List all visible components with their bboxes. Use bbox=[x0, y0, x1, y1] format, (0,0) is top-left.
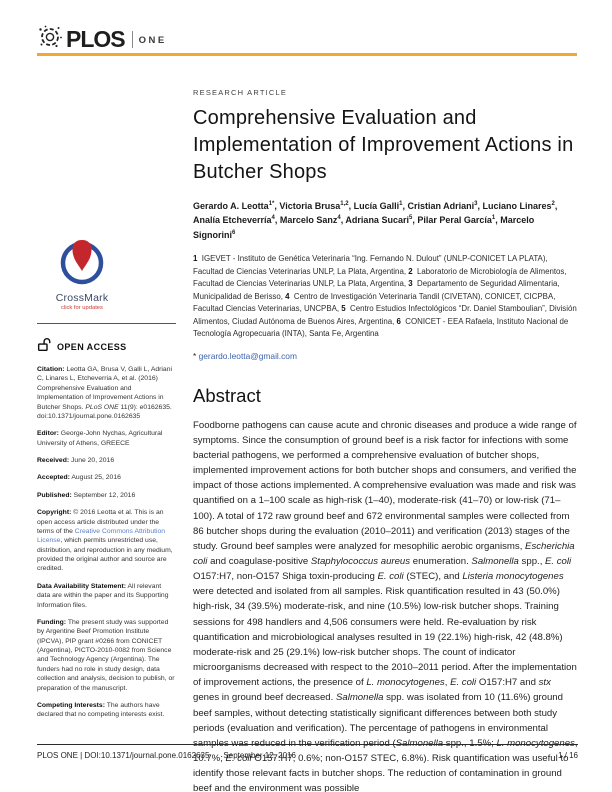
published-paragraph: Published: September 12, 2016 bbox=[37, 491, 176, 500]
abstract-body: Foodborne pathogens can cause acute and … bbox=[193, 419, 578, 792]
correspondence-email-link[interactable]: gerardo.leotta@gmail.com bbox=[198, 350, 297, 361]
abstract-heading: Abstract bbox=[193, 384, 261, 406]
journal-logo: PLOS ONE bbox=[37, 24, 167, 55]
crossmark-badge[interactable]: CrossMark click for updates bbox=[43, 236, 121, 311]
crossmark-tagline[interactable]: click for updates bbox=[61, 305, 103, 311]
header-accent-rule bbox=[37, 53, 577, 56]
open-access-row: OPEN ACCESS bbox=[37, 337, 176, 357]
copyright-paragraph: Copyright: © 2016 Leotta et al. This is … bbox=[37, 508, 176, 574]
copyright-text-after: , which permits unrestricted use, distri… bbox=[37, 537, 173, 573]
correspondence-marker: * bbox=[193, 350, 197, 361]
cc-license-link[interactable]: Creative Commons Attribution License bbox=[37, 527, 166, 545]
crossmark-icon[interactable] bbox=[55, 240, 109, 290]
footer-citation-block: PLOS ONE | DOI:10.1371/journal.pone.0162… bbox=[37, 751, 296, 760]
published-label: Published: bbox=[37, 491, 72, 499]
logo-divider bbox=[131, 31, 133, 48]
article-title: Comprehensive Evaluation and Implementat… bbox=[193, 107, 574, 183]
competing-interests-paragraph: Competing Interests: The authors have de… bbox=[37, 701, 176, 720]
data-availability-label: Data Availability Statement: bbox=[37, 582, 127, 590]
footer-date: September 12, 2016 bbox=[223, 751, 296, 760]
accepted-paragraph: Accepted: August 25, 2016 bbox=[37, 473, 176, 482]
funding-label: Funding: bbox=[37, 618, 67, 626]
footer-page-number: 1 / 16 bbox=[557, 751, 578, 760]
footer-doi: PLOS ONE | DOI:10.1371/journal.pone.0162… bbox=[37, 751, 210, 760]
citation-text: Leotta GA, Brusa V, Galli L, Adriani C, … bbox=[37, 366, 172, 420]
plos-globe-icon bbox=[37, 24, 63, 55]
affiliation-list: 1 IGEVET - Instituto de Genética Veterin… bbox=[193, 254, 577, 339]
funding-text: The present study was supported by Argen… bbox=[37, 618, 175, 692]
data-availability-text: All relevant data are within the paper a… bbox=[37, 582, 169, 609]
footer-rule bbox=[37, 744, 578, 745]
accepted-label: Accepted: bbox=[37, 474, 70, 482]
accepted-date: August 25, 2016 bbox=[69, 474, 121, 482]
journal-edition: ONE bbox=[138, 35, 167, 46]
funding-paragraph: Funding: The present study was supported… bbox=[37, 618, 176, 693]
open-access-label: OPEN ACCESS bbox=[57, 342, 127, 352]
page-footer: PLOS ONE | DOI:10.1371/journal.pone.0162… bbox=[37, 751, 578, 760]
published-date: September 12, 2016 bbox=[71, 491, 136, 499]
received-label: Received: bbox=[37, 457, 70, 464]
copyright-label: Copyright: bbox=[37, 509, 72, 517]
editor-text: George-John Nychas, Agricultural Univers… bbox=[37, 430, 163, 447]
received-paragraph: Received: June 20, 2016 bbox=[37, 456, 176, 465]
copyright-text-before: © 2016 Leotta et al. This is an open acc… bbox=[37, 509, 164, 535]
article-type-kicker: RESEARCH ARTICLE bbox=[193, 88, 288, 97]
received-date: June 20, 2016 bbox=[69, 457, 115, 464]
author-list: Gerardo A. Leotta1*, Victoria Brusa1,2, … bbox=[193, 201, 558, 240]
article-sidebar: CrossMark click for updates OPEN ACCESS … bbox=[37, 236, 176, 720]
competing-interests-label: Competing Interests: bbox=[37, 701, 105, 709]
crossmark-label[interactable]: CrossMark bbox=[55, 292, 109, 304]
competing-interests-text: The authors have declared that no compet… bbox=[37, 701, 165, 719]
correspondence-line: * gerardo.leotta@gmail.com bbox=[193, 351, 578, 361]
journal-name: PLOS bbox=[66, 26, 126, 52]
citation-label: Citation: bbox=[37, 366, 65, 373]
editor-label: Editor: bbox=[37, 430, 59, 438]
sidebar-divider bbox=[37, 323, 176, 324]
data-availability-paragraph: Data Availability Statement: All relevan… bbox=[37, 582, 176, 610]
open-lock-icon bbox=[37, 337, 52, 357]
article-main-column: RESEARCH ARTICLE Comprehensive Evaluatio… bbox=[193, 88, 578, 792]
editor-paragraph: Editor: George-John Nychas, Agricultural… bbox=[37, 429, 176, 448]
citation-paragraph: Citation: Leotta GA, Brusa V, Galli L, A… bbox=[37, 365, 176, 421]
